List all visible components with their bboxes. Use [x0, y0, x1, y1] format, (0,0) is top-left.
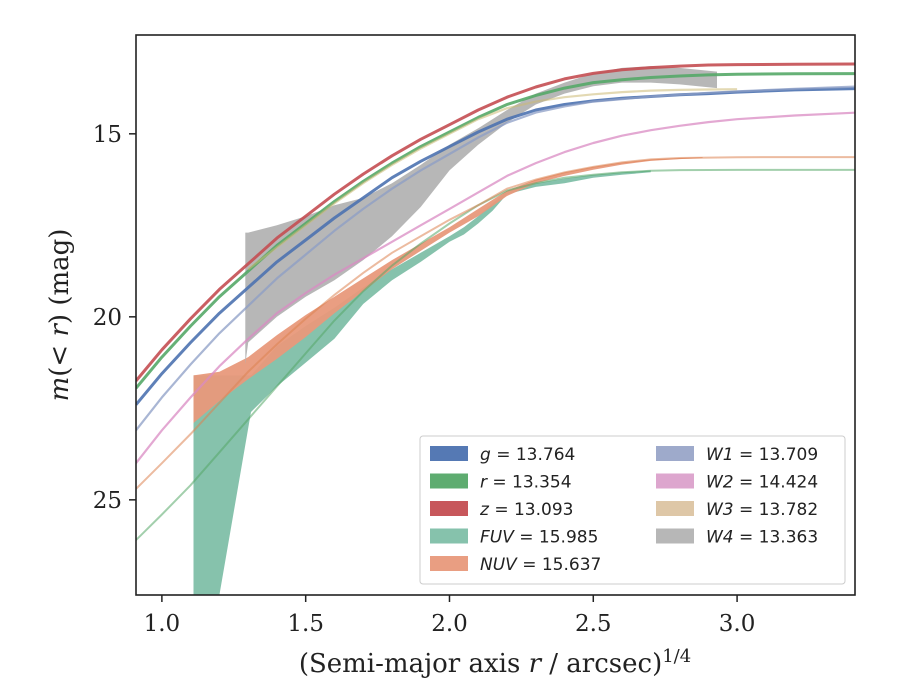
legend-swatch-2	[430, 501, 468, 516]
x-tick-label-4: 3.0	[719, 611, 756, 637]
legend-label-4: NUV = 15.637	[480, 555, 601, 575]
band-0	[193, 170, 651, 595]
x-tick-label-2: 2.0	[431, 611, 468, 637]
y-tick-label-0: 15	[93, 122, 122, 148]
x-axis-ticks: 1.0 1.5 2.0 2.5 3.0	[144, 595, 756, 637]
legend-swatch-6	[656, 473, 694, 489]
series-line-5	[136, 111, 855, 464]
thin-lines-layer	[136, 156, 855, 541]
series-line-2	[136, 62, 855, 382]
legend-box	[419, 435, 846, 585]
legend-label-2: z = 13.093	[479, 500, 573, 520]
x-tick-label-1: 1.5	[287, 611, 324, 637]
legend-label-8: W4 = 13.363	[706, 528, 818, 548]
y-axis-ticks: 15 20 25	[93, 122, 136, 514]
x-axis-label: (Semi-major axis r / arcsec)1/4	[299, 646, 691, 679]
y-tick-label-1: 20	[93, 305, 122, 331]
legend-swatch-7	[656, 501, 694, 516]
legend-label-5: W1 = 13.709	[706, 445, 818, 465]
legend-label-0: g = 13.764	[480, 445, 575, 465]
series-layer	[136, 62, 855, 464]
legend-swatch-8	[656, 528, 694, 544]
y-tick-label-2: 25	[93, 488, 122, 514]
legend-swatch-1	[430, 473, 468, 489]
plot-frame	[135, 34, 856, 596]
x-tick-label-3: 2.5	[575, 611, 612, 637]
legend: g = 13.764 r = 13.354 z = 13.093 FUV = 15.9…	[419, 435, 846, 585]
x-tick-label-0: 1.0	[144, 611, 181, 637]
series-line-0	[136, 87, 855, 406]
thin-line-0	[136, 168, 855, 541]
legend-swatch-0	[430, 446, 468, 461]
legend-label-6: W2 = 14.424	[706, 473, 818, 493]
legend-swatch-4	[430, 556, 468, 571]
series-line-1	[136, 72, 855, 390]
legend-label-7: W3 = 13.782	[706, 500, 818, 520]
series-line-4	[136, 85, 855, 431]
legend-label-3: FUV = 15.985	[480, 528, 598, 548]
series-line-6	[247, 88, 738, 271]
thin-line-1	[136, 156, 855, 490]
legend-swatch-3	[430, 528, 468, 544]
y-axis-label: m(< r) (mag)	[45, 229, 75, 402]
legend-swatch-5	[656, 446, 694, 461]
legend-label-1: r = 13.354	[480, 473, 572, 493]
